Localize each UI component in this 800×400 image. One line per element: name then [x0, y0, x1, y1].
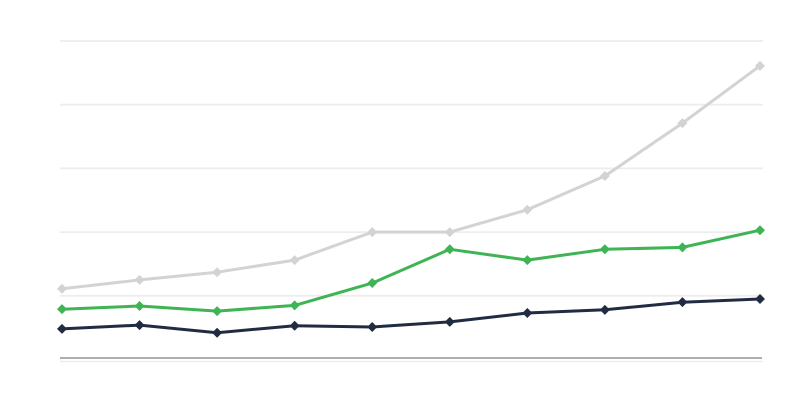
- navy-series-data-point-marker: [677, 297, 688, 308]
- navy-series-data-point-marker: [134, 320, 145, 331]
- light-gray-series-data-point-marker: [677, 118, 688, 129]
- green-series-line: [60, 228, 762, 313]
- green-series-data-point-marker: [444, 244, 455, 255]
- navy-series-data-point-marker: [522, 307, 533, 318]
- light-gray-series-data-point-marker: [444, 227, 455, 238]
- light-gray-series-data-point-marker: [367, 227, 378, 238]
- navy-series-data-point-marker: [599, 304, 610, 315]
- light-gray-series-data-point-marker: [599, 171, 610, 182]
- light-gray-series-data-point-marker: [755, 60, 765, 71]
- light-gray-series-line: [60, 64, 762, 291]
- light-gray-series-data-point-marker: [522, 204, 533, 215]
- light-gray-series-data-point-marker: [289, 255, 300, 266]
- green-series-data-point-marker: [134, 300, 145, 311]
- navy-series-data-point-marker: [444, 316, 455, 327]
- navy-series-data-point-marker: [289, 320, 300, 331]
- navy-series-data-point-marker: [57, 323, 67, 334]
- green-series-data-point-marker: [367, 278, 378, 289]
- green-series-data-point-marker: [57, 304, 67, 315]
- light-gray-series-data-point-marker: [134, 274, 145, 285]
- light-gray-series-data-point-marker: [212, 267, 223, 278]
- green-series-data-point-marker: [599, 244, 610, 255]
- navy-series-data-point-marker: [367, 322, 378, 333]
- green-series-data-point-marker: [212, 306, 223, 317]
- green-series-data-point-marker: [289, 300, 300, 311]
- green-series-data-point-marker: [522, 255, 533, 266]
- navy-series-line: [60, 297, 762, 335]
- navy-series-data-point-marker: [212, 327, 223, 338]
- green-series-data-point-marker: [755, 225, 765, 236]
- navy-series-data-point-marker: [755, 293, 765, 304]
- light-gray-series-data-point-marker: [57, 283, 67, 294]
- green-series-data-point-marker: [677, 242, 688, 253]
